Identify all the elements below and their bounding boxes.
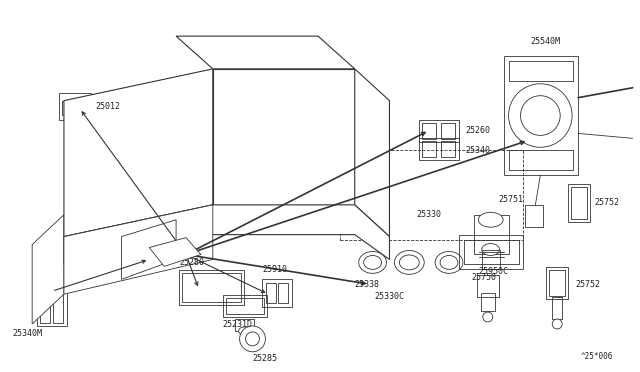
Bar [182,273,241,302]
Ellipse shape [440,256,458,269]
Text: 25330: 25330 [416,210,441,219]
Bar [278,283,288,303]
Polygon shape [32,215,64,324]
Bar [59,93,91,121]
Text: 25752: 25752 [595,198,620,207]
Bar [76,101,86,115]
Ellipse shape [435,251,463,273]
Bar [482,250,500,269]
Bar [40,295,50,323]
Bar [441,124,455,140]
Bar [221,106,280,145]
Text: 25752: 25752 [575,280,600,289]
Bar [549,270,565,296]
Ellipse shape [364,256,381,269]
Circle shape [239,326,266,352]
Bar [477,275,499,297]
Text: 25338: 25338 [355,280,380,289]
Bar [266,283,276,303]
Bar [459,235,524,269]
Text: 25012: 25012 [96,102,121,111]
Bar [262,279,292,307]
Bar [571,187,587,219]
Text: 25330C: 25330C [374,292,404,301]
Ellipse shape [482,244,500,256]
Text: 25910: 25910 [262,265,287,274]
Text: 25950C: 25950C [479,267,509,276]
Bar [340,150,524,240]
Circle shape [246,332,259,346]
Polygon shape [64,205,213,294]
Bar [481,293,495,311]
Text: 25540M: 25540M [531,36,561,46]
Bar [62,101,72,115]
Bar [504,56,578,175]
Circle shape [483,312,493,322]
Text: 25340M: 25340M [12,329,42,339]
Bar [525,205,543,227]
Bar [547,267,568,299]
Text: 25280: 25280 [179,258,204,267]
Bar [474,215,509,254]
Circle shape [552,319,562,329]
Text: 25751: 25751 [499,195,524,204]
Polygon shape [176,36,355,69]
Ellipse shape [399,255,419,270]
Bar [53,295,63,323]
Bar [235,319,255,331]
Bar [509,150,573,170]
Text: ^25*006: ^25*006 [580,352,612,361]
Bar [419,121,459,142]
Bar [464,240,518,264]
Polygon shape [64,69,213,237]
Bar [441,141,455,157]
Text: 25231D: 25231D [223,320,253,330]
Bar [223,295,268,317]
Bar [37,291,67,326]
Bar [179,270,244,305]
Bar [509,61,573,81]
Text: 25260: 25260 [466,126,491,135]
Bar [422,124,436,140]
Polygon shape [355,69,390,237]
Ellipse shape [478,212,503,227]
Text: 25340: 25340 [466,146,491,155]
Ellipse shape [394,250,424,274]
Circle shape [509,84,572,147]
Text: 25285: 25285 [253,354,278,363]
Polygon shape [64,205,390,264]
Bar [419,138,459,160]
Ellipse shape [239,327,250,335]
Bar [422,141,436,157]
Text: 25750: 25750 [472,273,497,282]
Polygon shape [213,69,355,205]
Bar [226,84,275,109]
Polygon shape [122,220,176,279]
Bar [568,184,590,222]
Circle shape [520,96,560,135]
Bar [226,298,264,314]
Bar [552,297,562,319]
Ellipse shape [358,251,387,273]
Polygon shape [149,238,201,266]
